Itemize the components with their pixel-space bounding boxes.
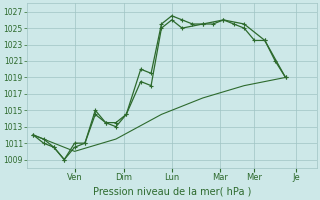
X-axis label: Pression niveau de la mer( hPa ): Pression niveau de la mer( hPa ) [92, 187, 251, 197]
